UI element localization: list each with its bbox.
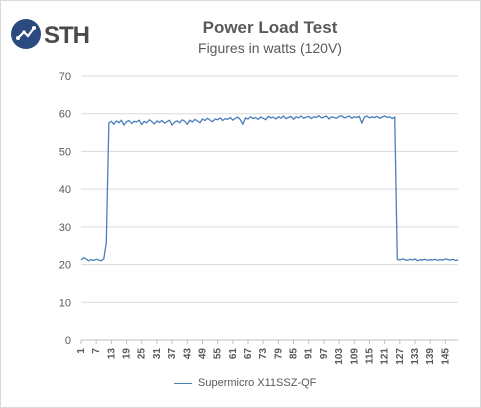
y-tick-label-20: 20 [59,260,71,272]
x-tick-label-145: 145 [440,348,451,365]
x-tick-label-115: 115 [364,348,375,365]
x-tick-label-19: 19 [122,348,133,360]
sth-logo-icon [11,19,41,49]
x-tick-label-13: 13 [106,348,117,360]
x-tick-label-43: 43 [182,348,193,360]
x-tick-label-103: 103 [334,348,345,365]
y-tick-label-70: 70 [59,71,71,83]
legend-swatch [174,382,192,384]
x-tick-label-127: 127 [395,348,406,365]
x-tick-label-97: 97 [319,348,330,360]
x-tick-label-55: 55 [213,348,224,360]
x-tick-label-109: 109 [349,348,360,365]
x-axis-ticks: 1 7 13 19 25 31 37 43 49 55 61 67 73 79 85 91 97 103 109 11… [76,340,451,365]
y-tick-label-10: 10 [59,297,71,309]
legend: Supermicro X11SSZ-QF [174,377,316,389]
x-tick-label-1: 1 [76,348,87,354]
x-tick-label-139: 139 [425,348,436,365]
series-group [80,114,459,262]
legend-label: Supermicro X11SSZ-QF [198,377,317,389]
x-tick-label-25: 25 [137,348,148,360]
y-tick-label-50: 50 [59,146,71,158]
x-tick-label-61: 61 [228,348,239,360]
y-tick-label-0: 0 [65,335,71,347]
x-tick-label-7: 7 [91,348,102,354]
x-tick-label-49: 49 [197,348,208,360]
chart-title: Power Load Test [202,18,338,37]
gridlines [81,75,458,303]
sth-logo [10,18,82,50]
x-tick-label-31: 31 [152,348,163,360]
y-tick-label-30: 30 [59,222,71,234]
x-tick-label-37: 37 [167,348,178,360]
x-tick-label-67: 67 [243,348,254,360]
sth-logo-text: STH [44,22,90,49]
y-tick-label-60: 60 [59,109,71,121]
x-tick-label-121: 121 [380,348,391,365]
y-tick-label-40: 40 [59,184,71,196]
series-line-supermicro-x11ssz-qf [80,114,459,262]
y-axis-ticks: 0 10 20 30 40 50 60 70 [59,71,71,347]
x-tick-label-79: 79 [273,348,284,360]
x-tick-label-85: 85 [289,348,300,360]
x-tick-label-133: 133 [410,348,421,365]
x-tick-label-73: 73 [258,348,269,360]
chart-subtitle: Figures in watts (120V) [198,40,342,56]
x-tick-label-91: 91 [304,348,315,360]
